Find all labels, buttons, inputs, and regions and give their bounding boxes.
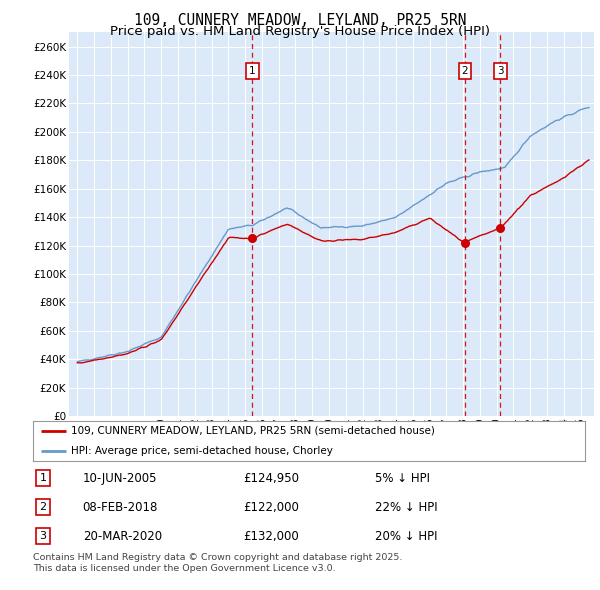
Text: £132,000: £132,000	[243, 530, 299, 543]
Text: 2: 2	[40, 502, 46, 512]
Text: 109, CUNNERY MEADOW, LEYLAND, PR25 5RN (semi-detached house): 109, CUNNERY MEADOW, LEYLAND, PR25 5RN (…	[71, 426, 434, 436]
Text: 109, CUNNERY MEADOW, LEYLAND, PR25 5RN: 109, CUNNERY MEADOW, LEYLAND, PR25 5RN	[134, 13, 466, 28]
Text: 22% ↓ HPI: 22% ↓ HPI	[375, 500, 438, 514]
Text: 2: 2	[461, 66, 468, 76]
Text: HPI: Average price, semi-detached house, Chorley: HPI: Average price, semi-detached house,…	[71, 446, 332, 456]
Text: 20% ↓ HPI: 20% ↓ HPI	[375, 530, 438, 543]
Text: £122,000: £122,000	[243, 500, 299, 514]
Text: £124,950: £124,950	[243, 471, 299, 484]
Text: 10-JUN-2005: 10-JUN-2005	[83, 471, 157, 484]
Text: Price paid vs. HM Land Registry's House Price Index (HPI): Price paid vs. HM Land Registry's House …	[110, 25, 490, 38]
Text: 20-MAR-2020: 20-MAR-2020	[83, 530, 162, 543]
Text: Contains HM Land Registry data © Crown copyright and database right 2025.
This d: Contains HM Land Registry data © Crown c…	[33, 553, 403, 573]
Text: 5% ↓ HPI: 5% ↓ HPI	[375, 471, 430, 484]
Text: 1: 1	[249, 66, 256, 76]
Text: 08-FEB-2018: 08-FEB-2018	[83, 500, 158, 514]
Text: 3: 3	[497, 66, 504, 76]
Text: 1: 1	[40, 473, 46, 483]
Text: 3: 3	[40, 531, 46, 541]
